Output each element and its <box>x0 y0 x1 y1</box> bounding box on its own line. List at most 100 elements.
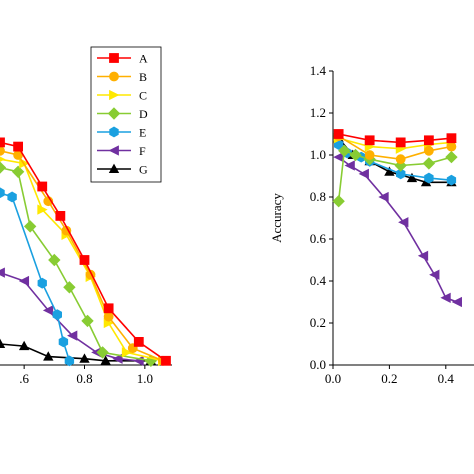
right-chart: 0.0 0.2 0.4 0.0 0.2 0.4 0.6 0.8 1.0 1.2 1.4 Accurac… <box>269 63 474 386</box>
data-point-g <box>384 166 395 176</box>
data-point-a <box>133 336 144 347</box>
data-point-a <box>423 135 434 146</box>
x-tick-label: 0.4 <box>438 371 455 386</box>
series-a <box>333 129 457 148</box>
legend-label: C <box>139 89 147 103</box>
data-point-a <box>395 137 406 148</box>
data-point-f <box>358 168 369 180</box>
y-tick-label: 0.2 <box>310 315 326 330</box>
data-point-a <box>55 210 66 221</box>
legend-box <box>90 46 162 183</box>
data-point-f <box>429 269 440 280</box>
legend-entry-a: A <box>97 52 148 66</box>
data-point-e <box>64 355 75 367</box>
x-tick-label: 1.0 <box>137 371 153 386</box>
data-point-e <box>7 191 17 203</box>
data-point-g <box>79 353 90 363</box>
series-d <box>332 144 458 208</box>
data-point-e <box>424 172 434 184</box>
series-line-a <box>0 141 167 362</box>
series-line-b <box>0 150 164 362</box>
data-point-f <box>67 330 78 341</box>
data-point-a <box>161 355 171 366</box>
y-tick-label: 0.6 <box>310 231 327 246</box>
data-point-b <box>364 150 375 160</box>
data-point-d <box>332 195 345 208</box>
legend-entry-e: E <box>97 126 146 140</box>
y-tick-label: 0.8 <box>310 189 326 204</box>
series-line-d <box>0 166 152 362</box>
data-point-a <box>79 255 90 265</box>
data-point-f <box>344 160 355 171</box>
y-tick-label: 0.0 <box>310 357 326 372</box>
data-point-c <box>37 204 48 215</box>
legend-label: A <box>139 52 148 66</box>
y-tick-label: 1.0 <box>310 147 326 162</box>
data-point-f <box>417 250 429 261</box>
data-point-d <box>445 150 458 164</box>
data-point-g <box>18 340 30 351</box>
data-point-a <box>13 141 24 152</box>
data-point-d <box>11 165 25 178</box>
y-tick-label: 0.4 <box>310 273 327 288</box>
data-point-d <box>81 314 94 328</box>
data-point-d <box>96 346 109 359</box>
data-point-a <box>103 303 114 314</box>
data-point-d <box>338 144 351 157</box>
data-point-b <box>423 145 434 156</box>
data-point-d <box>0 161 7 174</box>
legend-label: B <box>139 70 147 84</box>
x-tick-label: .6 <box>19 371 29 386</box>
data-point-d <box>63 281 76 294</box>
series-a <box>0 137 171 366</box>
legend-marker <box>109 71 119 82</box>
legend-marker <box>109 126 119 138</box>
data-point-d <box>48 253 61 267</box>
series-line-a <box>338 133 452 144</box>
data-point-f <box>440 292 451 303</box>
data-point-e <box>37 277 47 289</box>
data-point-d <box>422 157 436 170</box>
x-tick-label: 0.8 <box>76 371 92 386</box>
data-point-e <box>395 168 406 180</box>
legend-entry-f: F <box>97 144 146 158</box>
data-point-g <box>0 338 6 349</box>
legend-entry-d: D <box>97 107 148 121</box>
data-point-a <box>446 133 457 144</box>
y-tick-label: 1.4 <box>310 63 327 78</box>
data-point-f <box>451 296 462 308</box>
data-point-c <box>0 156 6 162</box>
legend-label: D <box>139 107 148 121</box>
legend-entry-g: G <box>97 163 148 177</box>
legend-marker <box>109 89 120 101</box>
legend-entry-c: C <box>97 89 147 103</box>
data-point-g <box>100 355 111 365</box>
series-f <box>0 267 144 366</box>
data-point-f <box>0 267 5 278</box>
x-tick-label: 0.2 <box>381 371 397 386</box>
series-e <box>0 187 75 367</box>
legend-entry-b: B <box>97 70 147 84</box>
left-chart: .6 0.8 1.0 <box>0 137 172 386</box>
legend-label: E <box>139 126 146 140</box>
data-point-b <box>395 154 406 165</box>
data-point-e <box>0 187 5 199</box>
y-axis-label: Accuracy <box>269 193 284 243</box>
legend-label: F <box>139 144 146 158</box>
legend-marker <box>107 107 121 120</box>
data-point-b <box>0 145 5 156</box>
data-point-b <box>103 311 114 322</box>
legend-label: G <box>139 163 148 177</box>
data-point-a <box>333 129 344 139</box>
data-point-e <box>58 336 69 348</box>
plot-area <box>332 129 462 308</box>
legend-marker <box>108 145 119 156</box>
data-point-f <box>112 353 123 364</box>
data-point-b <box>446 141 457 152</box>
series-f <box>333 151 462 308</box>
data-point-c <box>121 347 133 358</box>
data-point-d <box>349 148 362 162</box>
y-tick-label: 1.2 <box>310 105 326 120</box>
